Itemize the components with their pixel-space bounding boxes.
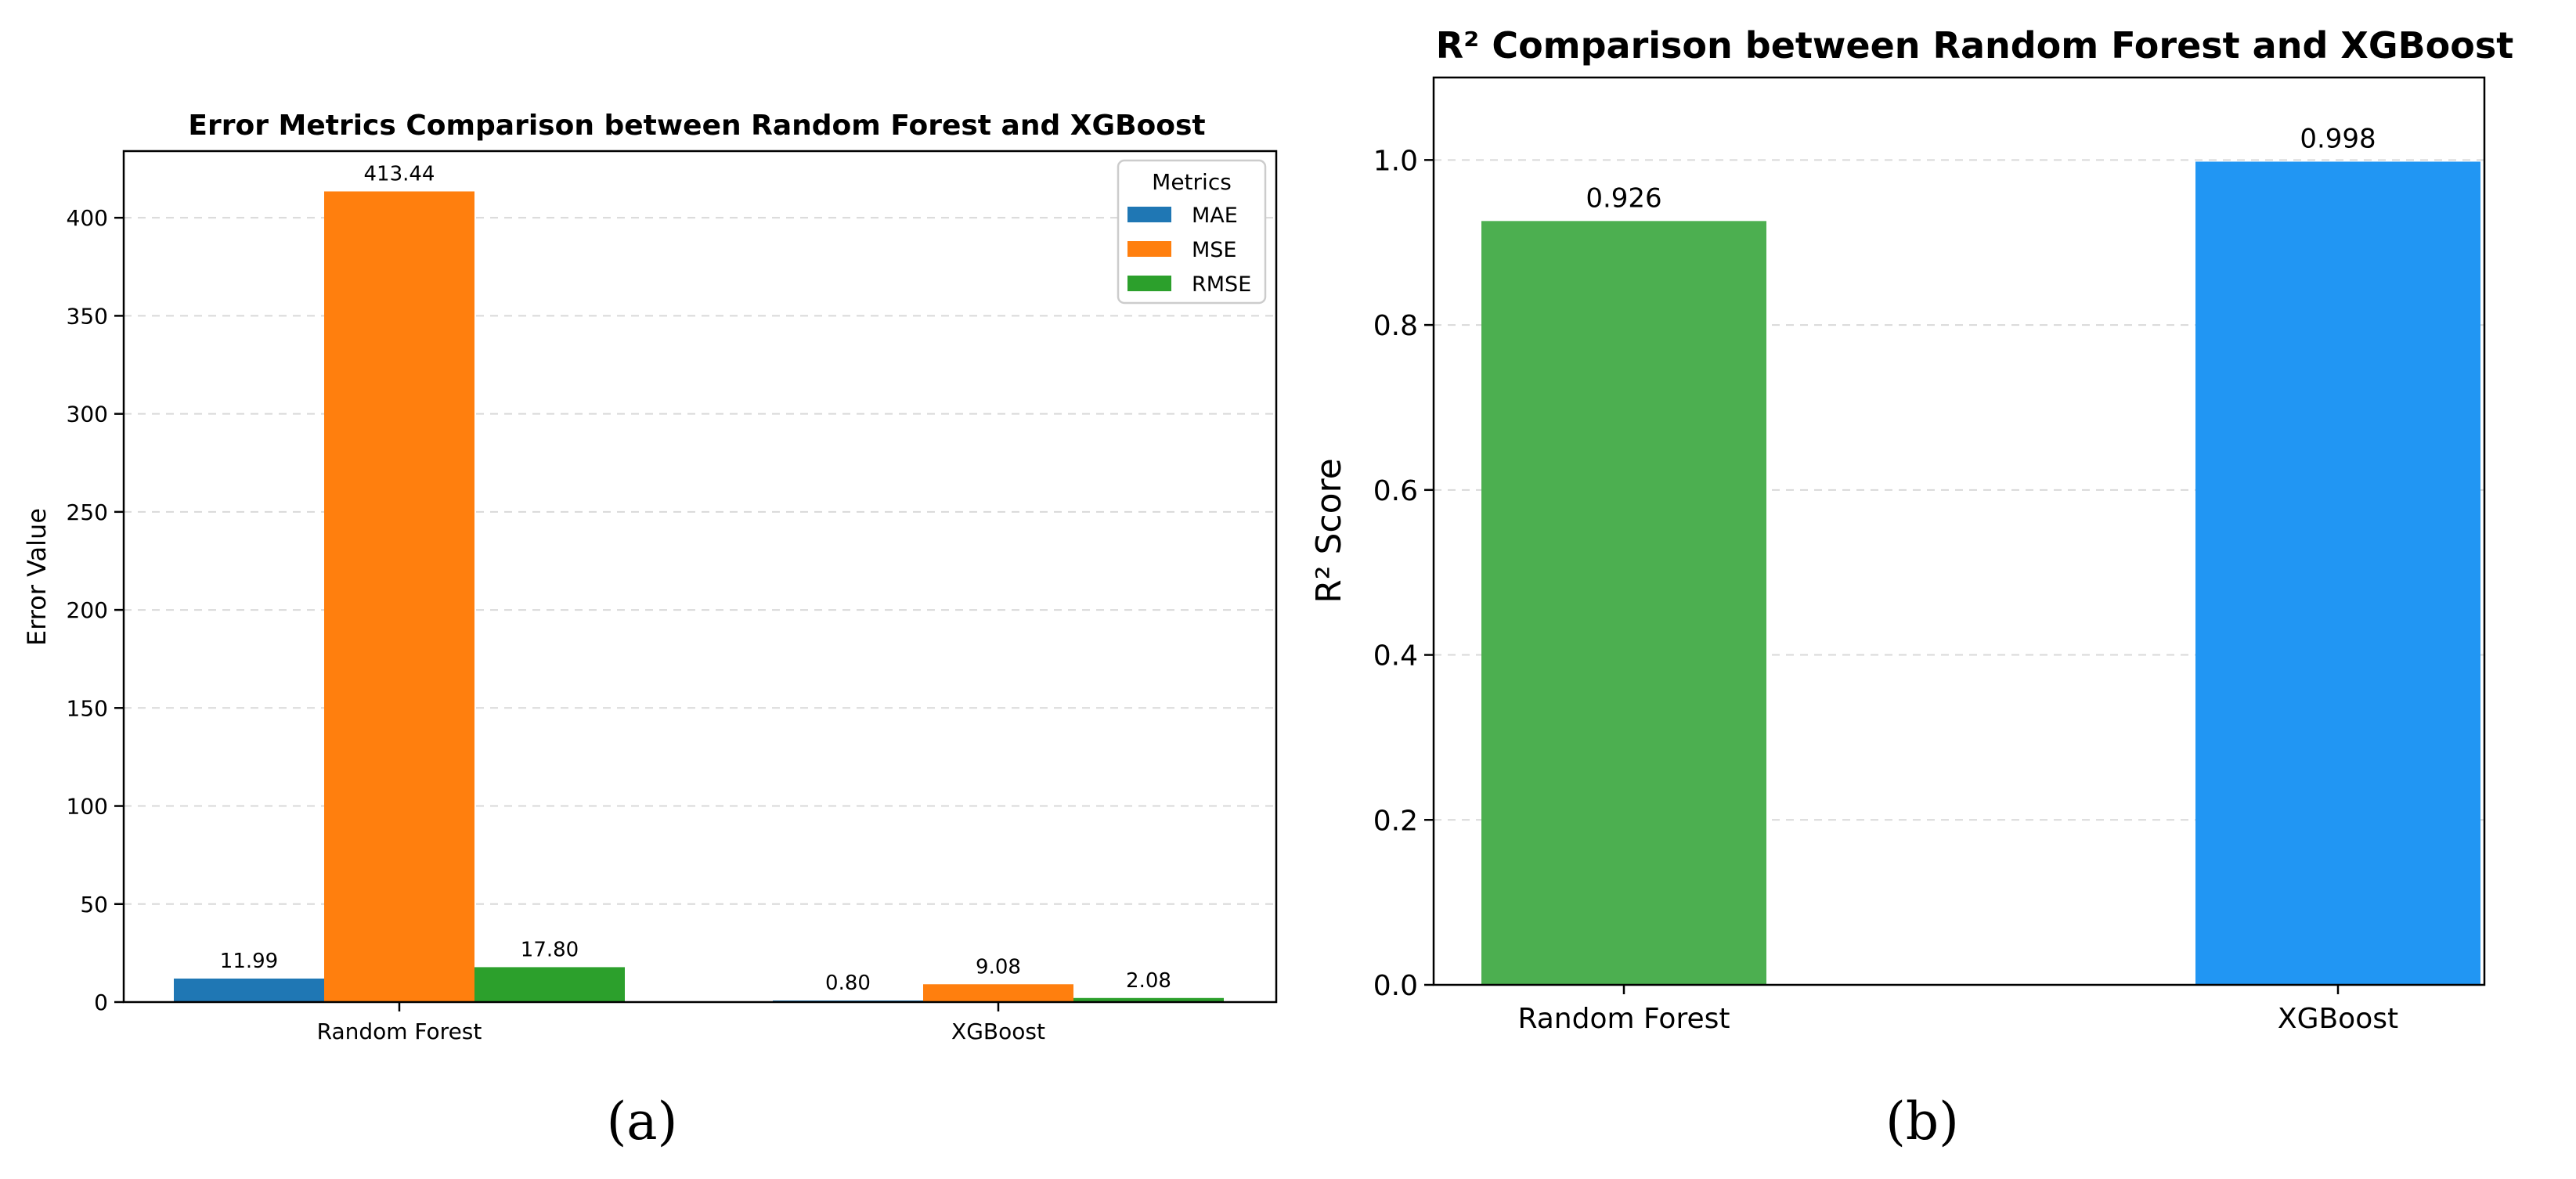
bar-value-label: 0.998 (2300, 123, 2376, 154)
chart-b-y-ticks: 0.0 0.2 0.4 0.6 0.8 1.0 (1373, 145, 1434, 1002)
chart-b-bars (1481, 161, 2480, 985)
y-tick-label: 100 (67, 794, 108, 820)
y-tick-label: 1.0 (1373, 145, 1418, 177)
bar-rmse (1073, 997, 1224, 1002)
x-tick-label: XGBoost (2278, 1003, 2398, 1035)
bar-value-label: 2.08 (1126, 969, 1171, 993)
chart-b-value-labels: 0.926 0.998 (1586, 123, 2376, 214)
legend-swatch-mae (1127, 207, 1171, 222)
y-tick-label: 0.6 (1373, 475, 1418, 507)
chart-b-y-axis-label: R² Score (1309, 458, 1349, 603)
bar-rmse (474, 967, 625, 1002)
legend-swatch-rmse (1127, 276, 1171, 291)
chart-a-y-axis-label: Error Value (22, 508, 52, 646)
x-tick-label: Random Forest (317, 1019, 482, 1044)
chart-a-y-ticks: 0 50 100 150 200 250 300 350 400 (67, 205, 124, 1015)
chart-b-frame (1432, 76, 2486, 986)
chart-a-legend: Metrics MAE MSE RMSE (1117, 159, 1267, 305)
y-tick-label: 200 (67, 597, 108, 623)
x-tick-label: Random Forest (1518, 1003, 1730, 1035)
chart-a-bars (174, 191, 1224, 1002)
y-tick-label: 0.2 (1373, 805, 1418, 837)
y-tick-label: 0 (94, 990, 108, 1015)
chart-b-x-ticks: Random Forest XGBoost (1518, 985, 2398, 1035)
bar-value-label: 17.80 (521, 938, 579, 961)
bar-mae (174, 978, 324, 1002)
chart-a-frame (122, 150, 1278, 1004)
chart-a: Error Metrics Comparison between Random … (22, 110, 1278, 1152)
y-tick-label: 250 (67, 499, 108, 525)
legend-title: Metrics (1152, 169, 1232, 195)
y-tick-label: 0.4 (1373, 640, 1418, 672)
chart-a-gridlines (124, 217, 1276, 1003)
chart-a-title: Error Metrics Comparison between Random … (188, 110, 1205, 142)
chart-a-caption: (a) (607, 1091, 678, 1152)
chart-b: R² Comparison between Random Forest and … (1309, 24, 2513, 1152)
legend-box (1117, 159, 1267, 305)
chart-b-caption: (b) (1885, 1091, 1959, 1152)
bar-r2-random-forest (1481, 221, 1766, 985)
legend-label-mae: MAE (1192, 204, 1238, 228)
y-tick-label: 0.0 (1373, 970, 1418, 1002)
y-tick-label: 300 (67, 402, 108, 427)
x-tick-label: XGBoost (951, 1019, 1045, 1044)
chart-a-x-ticks: Random Forest XGBoost (317, 1002, 1045, 1044)
bar-value-label: 0.80 (825, 972, 871, 995)
chart-a-value-labels: 11.99 413.44 17.80 0.80 9.08 2.08 (220, 162, 1171, 995)
legend-swatch-mse (1127, 241, 1171, 257)
y-tick-label: 150 (67, 695, 108, 721)
bar-mse (324, 191, 474, 1002)
bar-value-label: 413.44 (364, 162, 435, 186)
bar-value-label: 0.926 (1586, 182, 1661, 214)
y-tick-label: 350 (67, 303, 108, 329)
chart-b-title: R² Comparison between Random Forest and … (1436, 24, 2514, 67)
bar-r2-xgboost (2195, 161, 2480, 985)
legend-label-rmse: RMSE (1192, 272, 1251, 297)
bar-mse (923, 984, 1073, 1002)
y-tick-label: 400 (67, 205, 108, 231)
y-tick-label: 50 (80, 892, 108, 918)
y-tick-label: 0.8 (1373, 310, 1418, 342)
bar-value-label: 11.99 (220, 950, 278, 973)
legend-label-mse: MSE (1192, 238, 1237, 262)
bar-value-label: 9.08 (976, 955, 1021, 979)
